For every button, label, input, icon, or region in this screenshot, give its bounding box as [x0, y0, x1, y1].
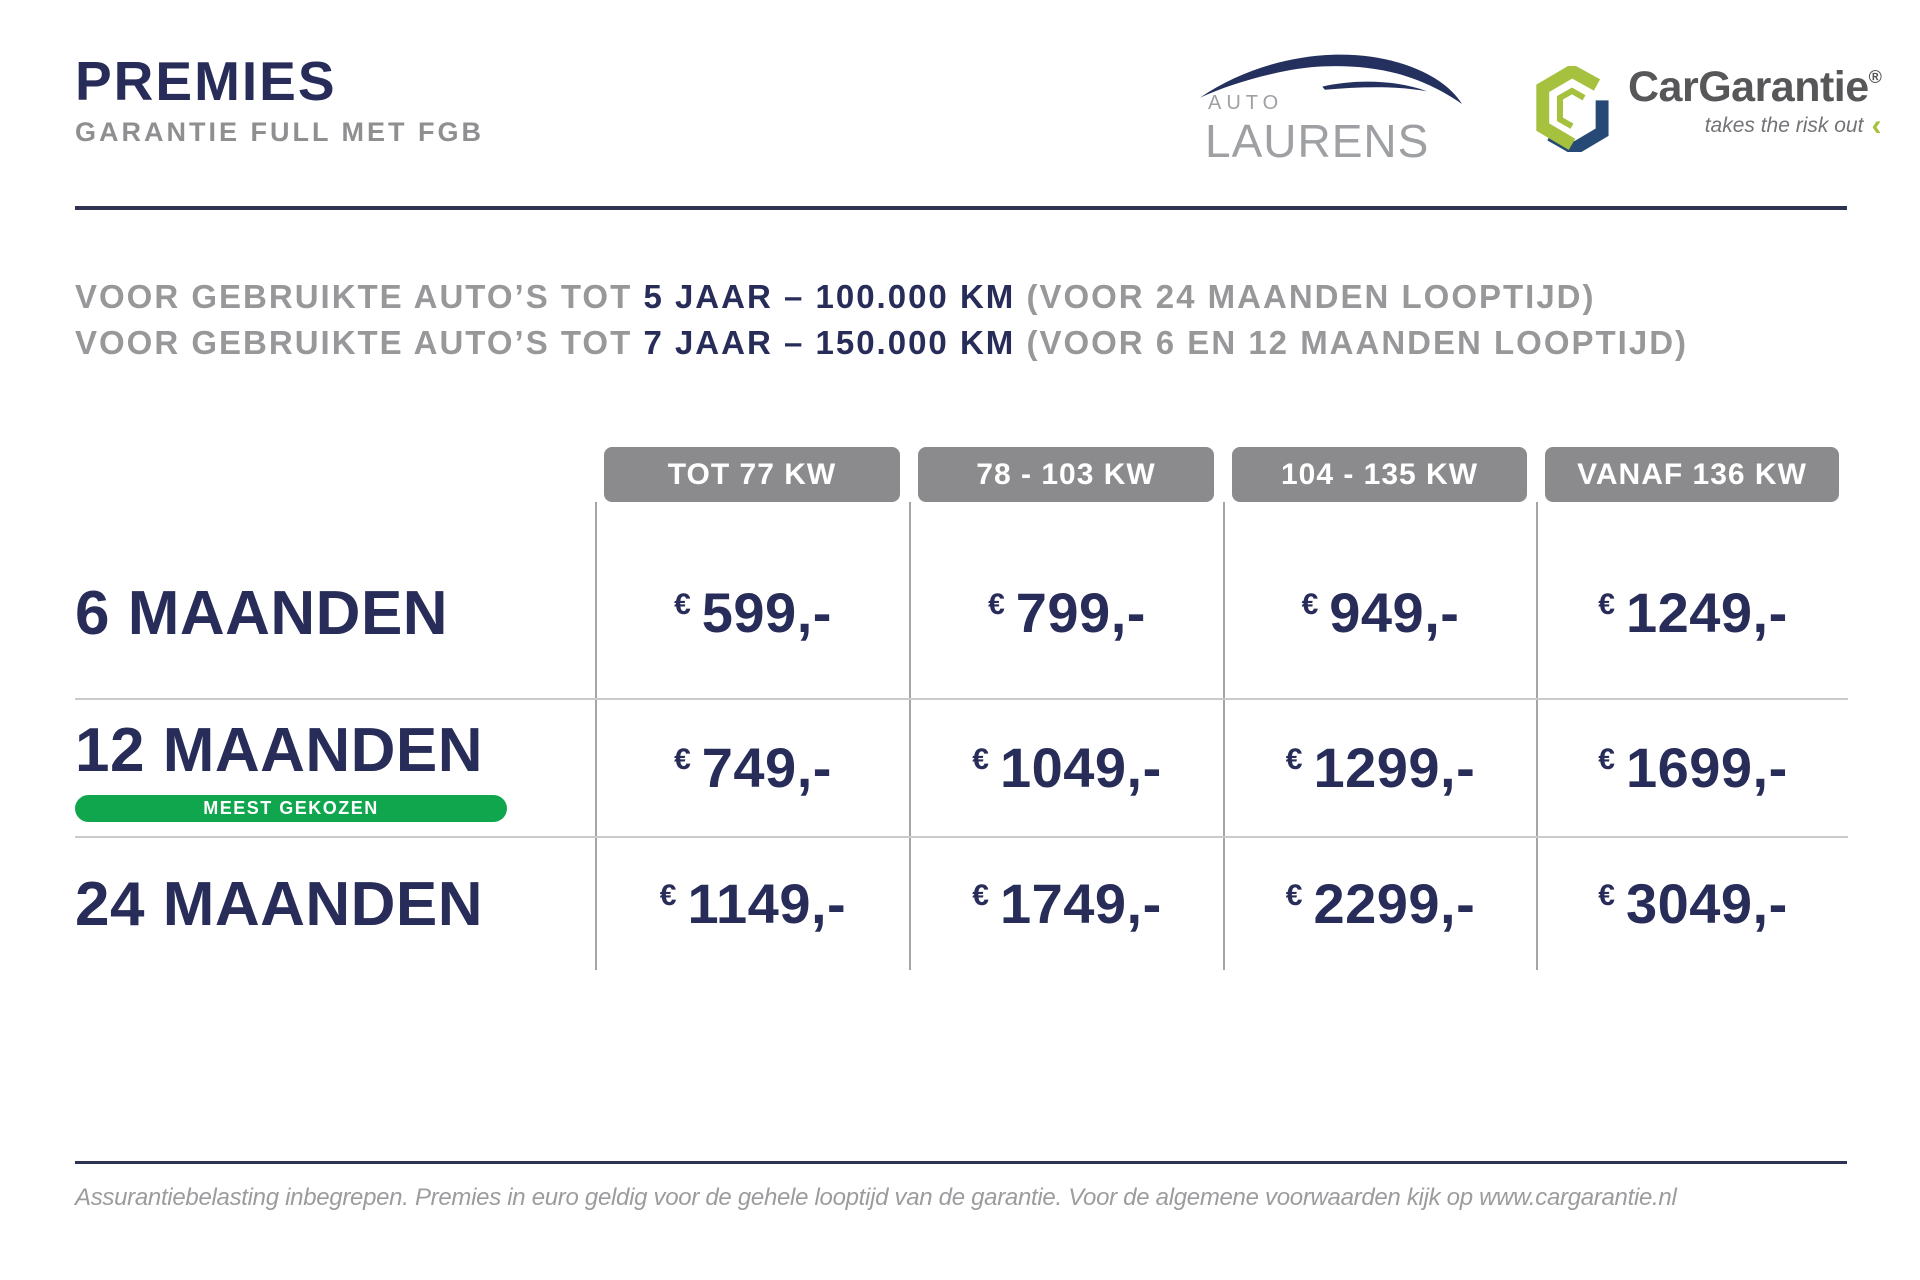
auto-laurens-word-auto: AUTO	[1208, 92, 1284, 114]
cargarantie-hexagon-icon	[1536, 66, 1609, 152]
price-cell: €1049,-	[909, 700, 1223, 836]
table-row-6-months: 6 MAANDEN €599,- €799,- €949,- €1249,-	[75, 502, 1848, 698]
table-row-12-months: 12 MAANDEN MEEST GEKOZEN €749,- €1049,- …	[75, 698, 1848, 836]
registered-mark: ®	[1868, 67, 1882, 87]
header-divider	[75, 206, 1847, 210]
euro-sign: €	[659, 879, 677, 912]
column-header-kw-4: VANAF 136 KW	[1545, 447, 1839, 502]
condition-line-1: VOOR GEBRUIKTE AUTO’S TOT 5 JAAR – 100.0…	[75, 274, 1688, 320]
auto-laurens-logo: AUTO LAURENS	[1200, 50, 1462, 168]
row-label: 24 MAANDEN	[75, 869, 484, 939]
price-cell: €749,-	[595, 700, 909, 836]
car-silhouette-icon	[1200, 54, 1462, 105]
table-row-24-months: 24 MAANDEN €1149,- €1749,- €2299,- €3049…	[75, 836, 1848, 970]
price-cell: €1149,-	[595, 838, 909, 970]
euro-sign: €	[972, 743, 989, 776]
euro-sign: €	[674, 588, 691, 621]
condition-1-highlight: 5 JAAR – 100.000 KM	[643, 278, 1016, 315]
price-value: 1699,-	[1625, 736, 1788, 799]
price-cell: €1699,-	[1536, 700, 1848, 836]
column-header-kw-1: TOT 77 KW	[604, 447, 900, 502]
price-cell: €2299,-	[1223, 838, 1536, 970]
chevron-left-icon: ‹	[1871, 109, 1882, 143]
footnote: Assurantiebelasting inbegrepen. Premies …	[75, 1184, 1677, 1211]
euro-sign: €	[1598, 588, 1615, 621]
euro-sign: €	[674, 743, 691, 776]
euro-sign: €	[988, 588, 1005, 621]
price-table: TOT 77 KW 78 - 103 KW 104 - 135 KW VANAF…	[75, 447, 1848, 970]
price-cell: €799,-	[909, 502, 1223, 698]
column-header-kw-2: 78 - 103 KW	[918, 447, 1214, 502]
price-cell: €1749,-	[909, 838, 1223, 970]
column-header-row: TOT 77 KW 78 - 103 KW 104 - 135 KW VANAF…	[75, 447, 1848, 502]
row-label: 12 MAANDEN	[75, 715, 484, 785]
column-header-spacer	[75, 447, 595, 502]
condition-2-prefix: VOOR GEBRUIKTE AUTO’S TOT	[75, 324, 644, 361]
price-cell: €599,-	[595, 502, 909, 698]
row-label-with-badge: 12 MAANDEN MEEST GEKOZEN	[75, 700, 595, 836]
title-block: PREMIES GARANTIE FULL MET FGB	[75, 50, 484, 148]
cargarantie-wordmark: CarGarantie	[1628, 63, 1869, 111]
price-cell: €949,-	[1223, 502, 1536, 698]
condition-2-highlight: 7 JAAR – 150.000 KM	[643, 324, 1016, 361]
condition-line-2: VOOR GEBRUIKTE AUTO’S TOT 7 JAAR – 150.0…	[75, 320, 1688, 366]
footer-divider	[75, 1161, 1847, 1164]
condition-1-suffix: (VOOR 24 MAANDEN LOOPTIJD)	[1015, 278, 1596, 315]
condition-1-prefix: VOOR GEBRUIKTE AUTO’S TOT	[75, 278, 644, 315]
column-header-kw-3: 104 - 135 KW	[1232, 447, 1527, 502]
price-value: 2299,-	[1313, 872, 1476, 935]
most-chosen-badge: MEEST GEKOZEN	[75, 794, 507, 822]
price-value: 3049,-	[1625, 872, 1788, 935]
price-value: 1249,-	[1625, 581, 1788, 644]
price-cell: €1299,-	[1223, 700, 1536, 836]
tagline-text: takes the risk out	[1704, 114, 1864, 138]
price-value: 799,-	[1015, 581, 1146, 644]
condition-2-suffix: (VOOR 6 EN 12 MAANDEN LOOPTIJD)	[1015, 324, 1689, 361]
euro-sign: €	[1285, 743, 1303, 776]
row-label: 6 MAANDEN	[75, 578, 449, 648]
price-value: 1299,-	[1313, 736, 1476, 799]
price-value: 1749,-	[999, 872, 1162, 935]
conditions-block: VOOR GEBRUIKTE AUTO’S TOT 5 JAAR – 100.0…	[75, 274, 1688, 366]
price-cell: €1249,-	[1536, 502, 1848, 698]
auto-laurens-word-laurens: LAURENS	[1205, 115, 1430, 167]
cargarantie-text: CarGarantie® takes the risk out ‹	[1628, 58, 1882, 143]
cargarantie-tagline: takes the risk out ‹	[1704, 109, 1882, 143]
price-value: 1049,-	[999, 736, 1162, 799]
price-value: 949,-	[1329, 581, 1460, 644]
price-value: 749,-	[701, 736, 832, 799]
cargarantie-logo: CarGarantie® takes the risk out ‹	[1532, 58, 1882, 152]
cargarantie-brand: CarGarantie®	[1628, 58, 1882, 116]
page-title: PREMIES	[75, 50, 337, 112]
euro-sign: €	[1598, 879, 1615, 912]
euro-sign: €	[1598, 743, 1615, 776]
page-subtitle: GARANTIE FULL MET FGB	[75, 117, 484, 148]
price-value: 1149,-	[687, 872, 847, 935]
euro-sign: €	[972, 879, 989, 912]
price-cell: €3049,-	[1536, 838, 1848, 970]
price-value: 599,-	[701, 581, 832, 644]
euro-sign: €	[1285, 879, 1303, 912]
euro-sign: €	[1301, 588, 1319, 621]
